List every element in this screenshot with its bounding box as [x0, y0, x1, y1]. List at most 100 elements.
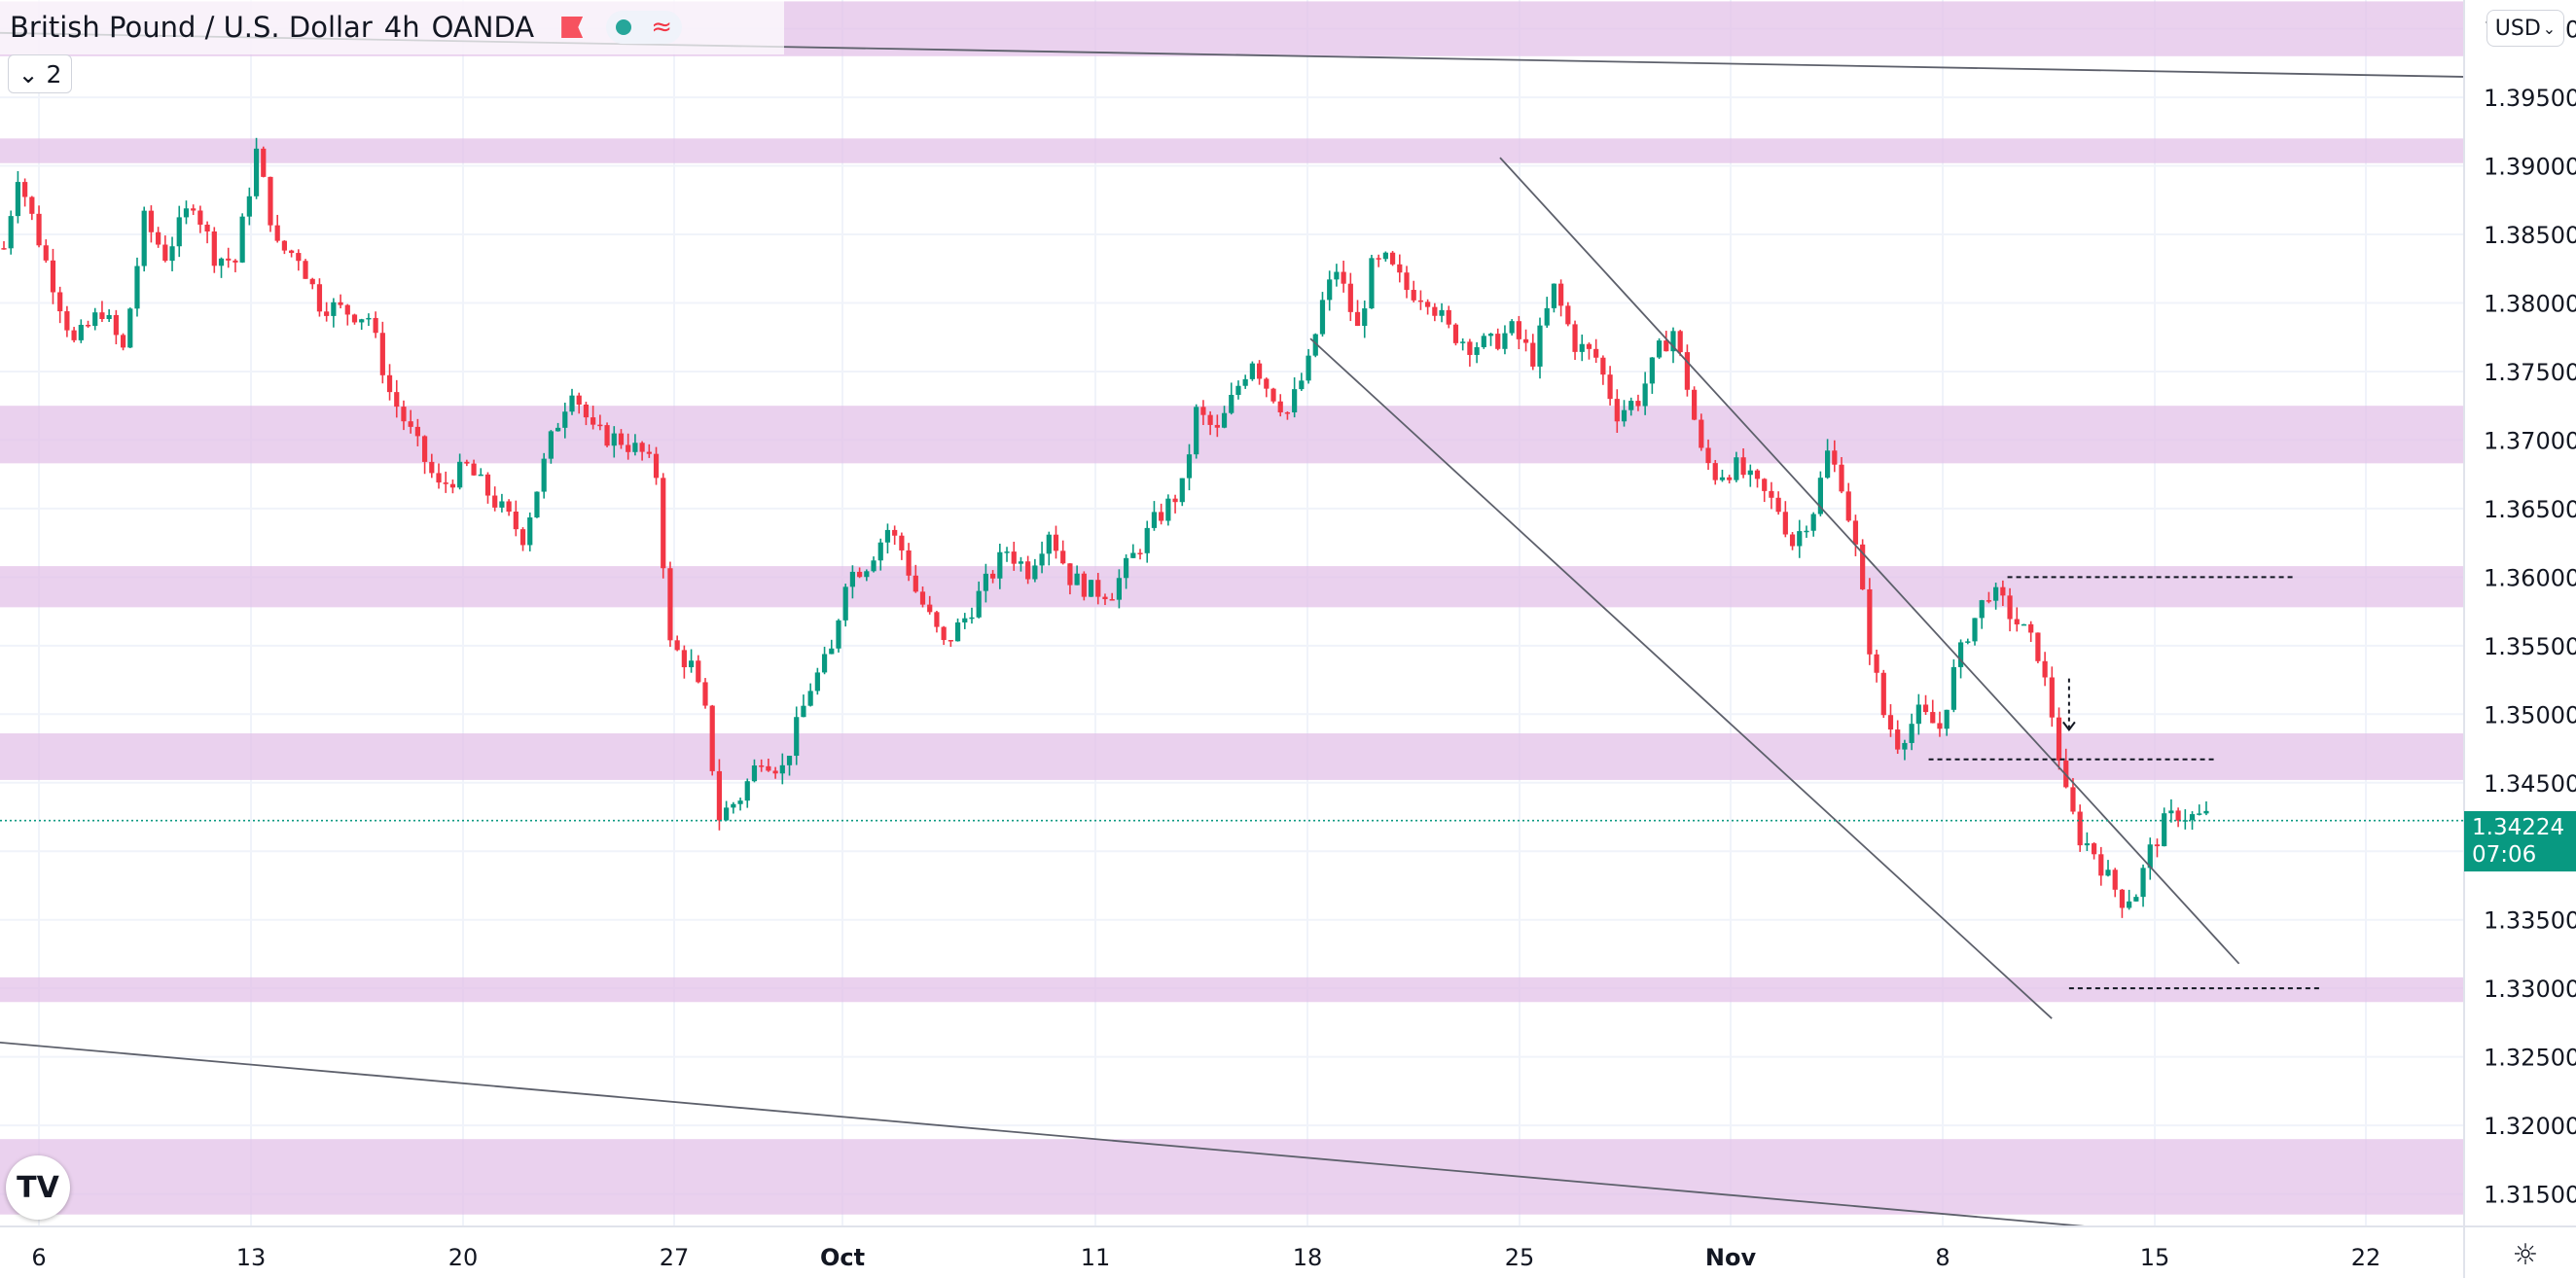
candle: [990, 570, 996, 584]
currency-selector-button[interactable]: USD ⌄: [2487, 10, 2564, 47]
candle-body: [2014, 619, 2020, 624]
candle: [1186, 444, 1193, 491]
candle-body: [1179, 478, 1185, 503]
candle-body: [1727, 477, 1733, 480]
candle-body: [449, 483, 456, 488]
candle: [1334, 264, 1340, 287]
candle: [1804, 525, 1809, 538]
price-tick-label: 1.38000: [2484, 290, 2576, 317]
candle: [969, 607, 975, 624]
candle-body: [1032, 565, 1038, 580]
candle: [801, 694, 806, 718]
interval-label[interactable]: 4h: [383, 11, 420, 44]
candle-body: [1572, 324, 1578, 352]
candle: [1095, 573, 1101, 605]
candle-body: [1670, 331, 1676, 352]
candle-body: [2028, 623, 2034, 633]
candle: [1915, 693, 1921, 735]
candle: [919, 586, 926, 608]
candle: [1845, 482, 1851, 522]
candle: [218, 257, 225, 278]
candle: [1151, 501, 1158, 531]
price-tick-label: 1.37000: [2484, 427, 2576, 454]
candle: [296, 249, 302, 271]
candle: [724, 800, 730, 822]
exchange-label[interactable]: OANDA: [431, 11, 535, 44]
candle: [1124, 553, 1129, 589]
candle: [1130, 544, 1136, 559]
candle: [1, 240, 7, 250]
flag-icon[interactable]: [561, 17, 584, 38]
candle-body: [661, 478, 666, 569]
trendline: [1499, 157, 2240, 965]
candle-body: [127, 308, 133, 348]
candle-body: [1018, 561, 1024, 564]
time-tick-label: Oct: [820, 1244, 865, 1271]
candle: [1670, 327, 1676, 364]
candle: [569, 388, 575, 415]
candle: [1088, 580, 1094, 597]
candle-body: [2112, 870, 2118, 890]
candle: [1979, 599, 1985, 629]
candle: [85, 320, 91, 329]
candle-body: [1369, 258, 1375, 309]
candle: [688, 649, 695, 673]
time-tick-label: 20: [448, 1244, 479, 1271]
candle-body: [2077, 811, 2083, 846]
candle-body: [927, 604, 933, 613]
candle: [983, 563, 988, 603]
candle-body: [1909, 724, 1914, 743]
symbol-name[interactable]: British Pound / U.S. Dollar: [10, 11, 373, 44]
candle: [1102, 593, 1108, 606]
candle: [1593, 338, 1599, 364]
candle-body: [113, 314, 119, 336]
candle-body: [807, 691, 813, 706]
market-status-pill[interactable]: ≈: [606, 11, 683, 44]
candle: [1957, 639, 1964, 679]
candle: [527, 512, 533, 551]
candle-body: [1452, 324, 1459, 343]
candle: [618, 429, 625, 449]
candle: [807, 683, 813, 707]
candle-body: [1922, 704, 1929, 713]
candle: [2140, 864, 2146, 907]
candle-body: [309, 278, 315, 285]
candle-body: [1116, 578, 1122, 600]
candle-body: [1516, 321, 1521, 339]
price-zone: [0, 976, 2463, 1003]
candle: [1299, 373, 1305, 391]
candle-body: [1312, 334, 1318, 356]
candle-body: [829, 648, 835, 655]
candle: [64, 305, 70, 337]
candle-body: [969, 617, 975, 620]
candle-body: [169, 246, 175, 262]
candle-body: [1719, 477, 1726, 480]
candle: [197, 205, 203, 233]
candle: [1950, 658, 1956, 713]
candle: [1537, 317, 1543, 379]
tradingview-logo-icon[interactable]: TV: [6, 1155, 70, 1220]
candle-body: [892, 529, 898, 536]
candle-body: [842, 586, 848, 621]
candle: [2197, 804, 2202, 816]
candle-body: [1522, 338, 1529, 343]
candle: [1011, 542, 1017, 571]
candle-body: [1194, 407, 1199, 455]
candle: [183, 200, 190, 225]
candle: [22, 178, 28, 207]
candle-body: [1432, 306, 1438, 316]
chart-settings-gear-icon[interactable]: ☼: [2506, 1235, 2545, 1274]
candle: [1902, 739, 1908, 761]
candle-body: [1586, 343, 1592, 349]
candle-body: [1642, 383, 1648, 407]
candle-body: [1832, 450, 1838, 465]
candle-body: [29, 196, 35, 214]
candle: [899, 532, 905, 560]
candle: [1817, 471, 1823, 516]
price-tick-label: 1.37500: [2484, 359, 2576, 386]
candle-body: [464, 461, 470, 464]
candle: [1137, 549, 1143, 560]
indicators-toggle-button[interactable]: ⌄ 2: [8, 54, 72, 93]
candle: [1452, 323, 1459, 346]
